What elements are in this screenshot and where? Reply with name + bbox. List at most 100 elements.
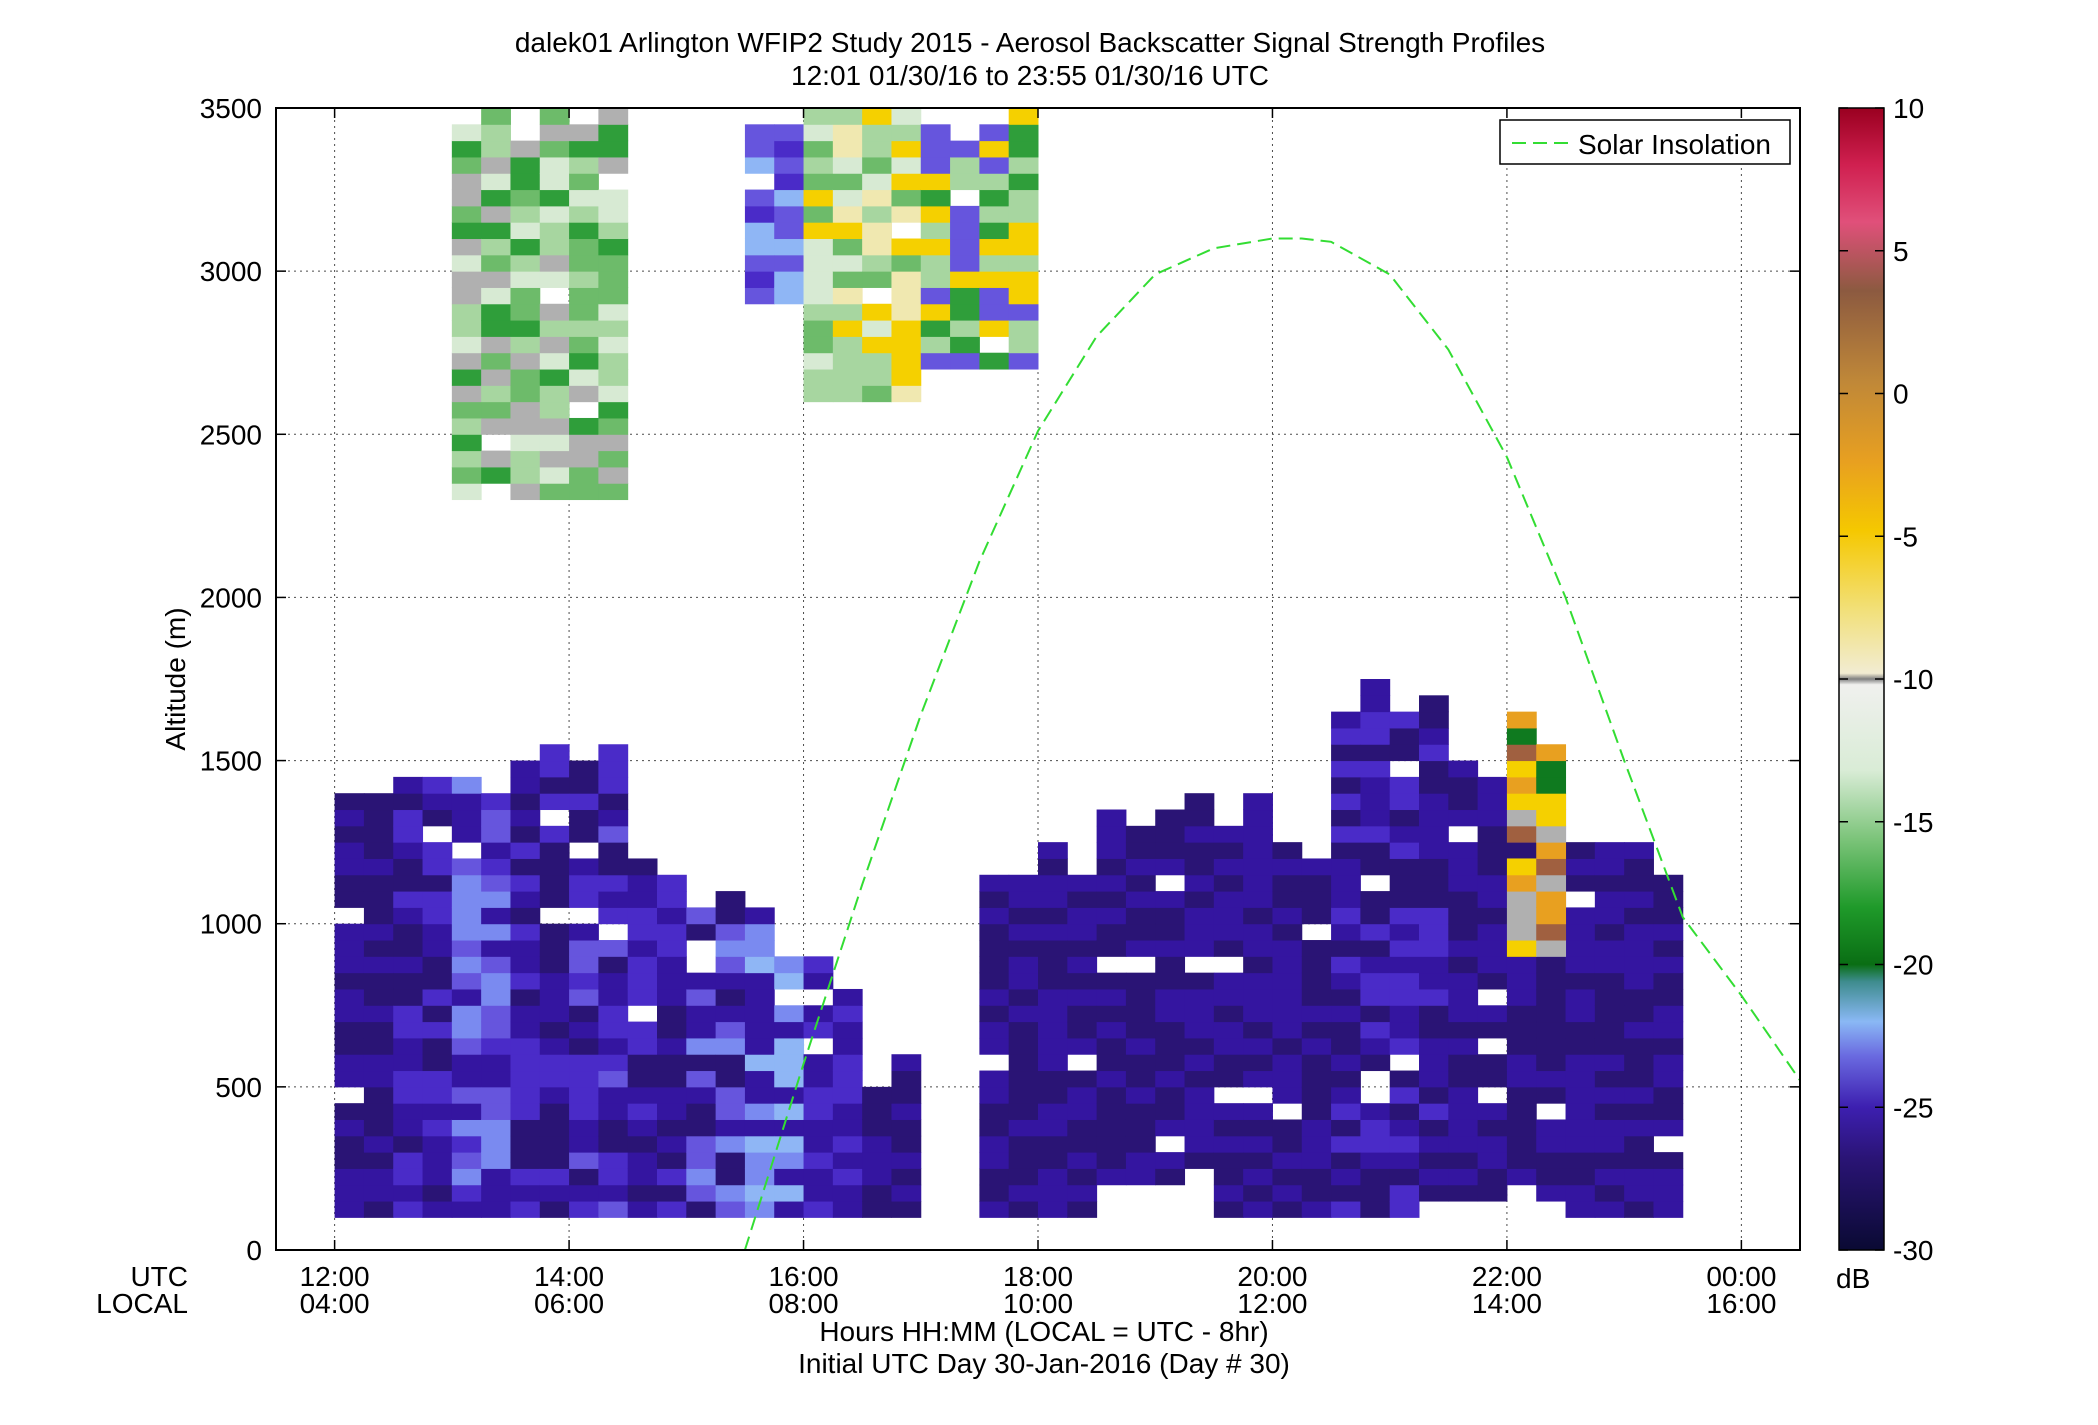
heatmap-cell bbox=[1125, 858, 1156, 876]
heatmap-cell bbox=[539, 483, 570, 501]
heatmap-cell bbox=[1008, 891, 1039, 908]
heatmap-cell bbox=[744, 1152, 775, 1169]
heatmap-cell bbox=[1008, 1119, 1039, 1137]
heatmap-cell bbox=[422, 1086, 453, 1104]
heatmap-cell bbox=[1389, 825, 1420, 843]
heatmap-cell bbox=[891, 1070, 922, 1088]
heatmap-cell bbox=[1360, 727, 1391, 745]
heatmap-cell bbox=[334, 1201, 365, 1218]
heatmap-cell bbox=[1067, 1021, 1098, 1039]
heatmap-cell bbox=[862, 222, 892, 240]
heatmap-cell bbox=[1243, 1037, 1273, 1055]
heatmap-cell bbox=[627, 988, 658, 1006]
heatmap-cell bbox=[803, 108, 834, 125]
heatmap-cell bbox=[1565, 1152, 1596, 1169]
heatmap-cell bbox=[715, 988, 746, 1006]
heatmap-cell bbox=[891, 1103, 922, 1120]
heatmap-cell bbox=[1125, 874, 1156, 892]
heatmap-cell bbox=[891, 238, 922, 256]
heatmap-cell bbox=[363, 1201, 394, 1218]
heatmap-cell bbox=[393, 988, 424, 1006]
heatmap-cell bbox=[657, 972, 687, 990]
heatmap-cell bbox=[363, 842, 394, 859]
heatmap-cell bbox=[1272, 1135, 1303, 1153]
heatmap-cell bbox=[1565, 956, 1596, 974]
heatmap-cell bbox=[569, 972, 599, 990]
heatmap-cell bbox=[451, 776, 482, 794]
heatmap-cell bbox=[1653, 1021, 1684, 1039]
heatmap-cell bbox=[1184, 1135, 1215, 1153]
heatmap-cell bbox=[744, 1184, 775, 1202]
heatmap-cell bbox=[1360, 988, 1391, 1006]
heatmap-cell bbox=[598, 189, 629, 207]
heatmap-cell bbox=[422, 1021, 453, 1039]
heatmap-cell bbox=[1536, 1086, 1567, 1104]
heatmap-cell bbox=[510, 173, 541, 191]
colorbar-tick-label: -5 bbox=[1893, 521, 1918, 552]
heatmap-cell bbox=[1184, 874, 1215, 892]
heatmap-cell bbox=[451, 222, 482, 240]
heatmap-cell bbox=[979, 1184, 1010, 1202]
heatmap-cell bbox=[1565, 1168, 1596, 1186]
heatmap-cell bbox=[1125, 1005, 1156, 1023]
heatmap-cell bbox=[1096, 1119, 1127, 1137]
backscatter-cells bbox=[334, 108, 1684, 1218]
heatmap-cell bbox=[744, 124, 775, 142]
heatmap-cell bbox=[979, 940, 1010, 957]
heatmap-cell bbox=[1506, 744, 1537, 762]
heatmap-cell bbox=[1331, 1005, 1361, 1023]
heatmap-cell bbox=[393, 1070, 424, 1088]
heatmap-cell bbox=[569, 1201, 599, 1218]
heatmap-cell bbox=[422, 1103, 453, 1120]
heatmap-cell bbox=[1272, 1201, 1303, 1218]
heatmap-cell bbox=[1331, 1152, 1361, 1169]
heatmap-cell bbox=[686, 1005, 717, 1023]
heatmap-cell bbox=[1155, 956, 1186, 974]
heatmap-cell bbox=[1594, 923, 1625, 941]
heatmap-cell bbox=[920, 205, 951, 223]
heatmap-cell bbox=[744, 140, 775, 158]
heatmap-cell bbox=[950, 140, 980, 158]
heatmap-cell bbox=[657, 891, 687, 908]
heatmap-cell bbox=[627, 1135, 658, 1153]
heatmap-cell bbox=[1008, 1168, 1039, 1186]
heatmap-cell bbox=[1419, 907, 1449, 925]
heatmap-cell bbox=[1360, 891, 1391, 908]
heatmap-cell bbox=[1155, 825, 1186, 843]
heatmap-cell bbox=[657, 956, 687, 974]
heatmap-cell bbox=[627, 1168, 658, 1186]
heatmap-cell bbox=[598, 466, 629, 484]
heatmap-cell bbox=[1331, 891, 1361, 908]
heatmap-cell bbox=[979, 205, 1010, 223]
heatmap-cell bbox=[1096, 1070, 1127, 1088]
x-tick-label-local: 08:00 bbox=[768, 1288, 838, 1319]
heatmap-cell bbox=[539, 205, 570, 223]
heatmap-cell bbox=[393, 1184, 424, 1202]
heatmap-cell bbox=[481, 271, 511, 288]
heatmap-cell bbox=[686, 1070, 717, 1088]
heatmap-cell bbox=[1624, 1184, 1654, 1202]
heatmap-cell bbox=[393, 1119, 424, 1137]
heatmap-cell bbox=[539, 1152, 570, 1169]
heatmap-cell bbox=[1360, 907, 1391, 925]
legend-label-solar-insolation: Solar Insolation bbox=[1578, 129, 1771, 160]
heatmap-cell bbox=[744, 907, 775, 925]
heatmap-cell bbox=[1331, 1037, 1361, 1055]
heatmap-cell bbox=[1360, 1005, 1391, 1023]
heatmap-cell bbox=[1536, 793, 1567, 811]
heatmap-cell bbox=[1301, 1119, 1332, 1137]
heatmap-cell bbox=[334, 988, 365, 1006]
heatmap-cell bbox=[1419, 956, 1449, 974]
heatmap-cell bbox=[1155, 1168, 1186, 1186]
heatmap-cell bbox=[1565, 1103, 1596, 1120]
heatmap-cell bbox=[1243, 891, 1273, 908]
y-tick-label: 0 bbox=[246, 1235, 262, 1266]
heatmap-cell bbox=[1243, 1119, 1273, 1137]
heatmap-cell bbox=[569, 336, 599, 354]
heatmap-cell bbox=[363, 1135, 394, 1153]
heatmap-cell bbox=[1213, 825, 1244, 843]
heatmap-cell bbox=[598, 760, 629, 778]
heatmap-cell bbox=[1477, 907, 1508, 925]
heatmap-cell bbox=[1536, 760, 1567, 778]
heatmap-cell bbox=[1565, 1021, 1596, 1039]
